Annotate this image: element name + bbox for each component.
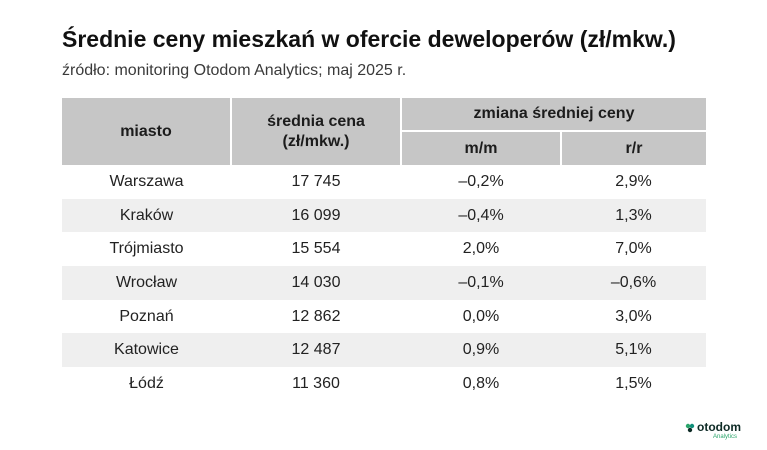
otodom-logo-mark-icon (685, 423, 695, 433)
source-note: źródło: monitoring Otodom Analytics; maj… (62, 62, 407, 79)
cell-mm: 0,8% (462, 374, 500, 392)
header-city: miasto (62, 98, 231, 165)
cell-price: 17 745 (291, 172, 341, 190)
table-subheader-row: m/m r/r (62, 130, 706, 165)
cell-price: 12 487 (231, 333, 401, 368)
otodom-logo: otodom Analytics (685, 420, 745, 446)
cell-rr: 3,0% (615, 307, 652, 325)
cell-mm: –0,2% (458, 172, 504, 190)
cell-city: Łódź (129, 374, 164, 392)
header-price-line2: (zł/mkw.) (282, 132, 350, 150)
cell-city: Katowice (62, 333, 231, 368)
cell-city: Kraków (62, 198, 231, 233)
cell-mm: –0,1% (401, 266, 561, 300)
cell-mm: 0,9% (401, 333, 561, 368)
cell-city: Poznań (119, 307, 174, 325)
table-row: Kraków 16 099 –0,4% 1,3% (62, 198, 706, 233)
cell-price: 14 030 (231, 266, 401, 300)
table-row: Trójmiasto 15 554 2,0% 7,0% (62, 232, 706, 266)
cell-rr: 5,1% (561, 333, 706, 368)
cell-rr: 2,9% (615, 172, 652, 190)
header-rr: r/r (560, 130, 706, 165)
cell-mm: –0,4% (401, 198, 561, 233)
logo-subtitle: Analytics (713, 434, 738, 440)
cell-price: 11 360 (292, 374, 340, 392)
price-table: miasto średnia cena (zł/mkw.) zmiana śre… (62, 98, 706, 401)
cell-mm: 0,0% (462, 307, 500, 325)
table-row: Warszawa 17 745 –0,2% 2,9% (62, 165, 706, 199)
header-price-line1: średnia cena (267, 112, 365, 130)
cell-city: Wrocław (62, 266, 231, 300)
header-change: zmiana średniej ceny (400, 98, 706, 131)
cell-city: Trójmiasto (109, 240, 184, 258)
cell-mm: 2,0% (462, 240, 500, 258)
header-price: średnia cena (zł/mkw.) (230, 98, 401, 165)
cell-rr: –0,6% (561, 266, 706, 300)
table-row: Poznań 12 862 0,0% 3,0% (62, 300, 706, 334)
page-title: Średnie ceny mieszkań w ofercie dewelope… (62, 26, 676, 52)
cell-rr: 1,5% (615, 374, 652, 392)
table-row: Wrocław 14 030 –0,1% –0,6% (62, 266, 706, 300)
table-row: Łódź 11 360 0,8% 1,5% (62, 367, 706, 401)
cell-city: Warszawa (109, 172, 184, 190)
table-header-row: miasto średnia cena (zł/mkw.) zmiana śre… (62, 98, 706, 165)
cell-price: 12 862 (291, 307, 341, 325)
header-mm: m/m (400, 130, 561, 165)
cell-price: 15 554 (291, 240, 341, 258)
table-row: Katowice 12 487 0,9% 5,1% (62, 333, 706, 368)
cell-rr: 1,3% (561, 198, 706, 233)
logo-wordmark: otodom (697, 420, 741, 434)
cell-rr: 7,0% (615, 240, 652, 258)
cell-price: 16 099 (231, 198, 401, 233)
